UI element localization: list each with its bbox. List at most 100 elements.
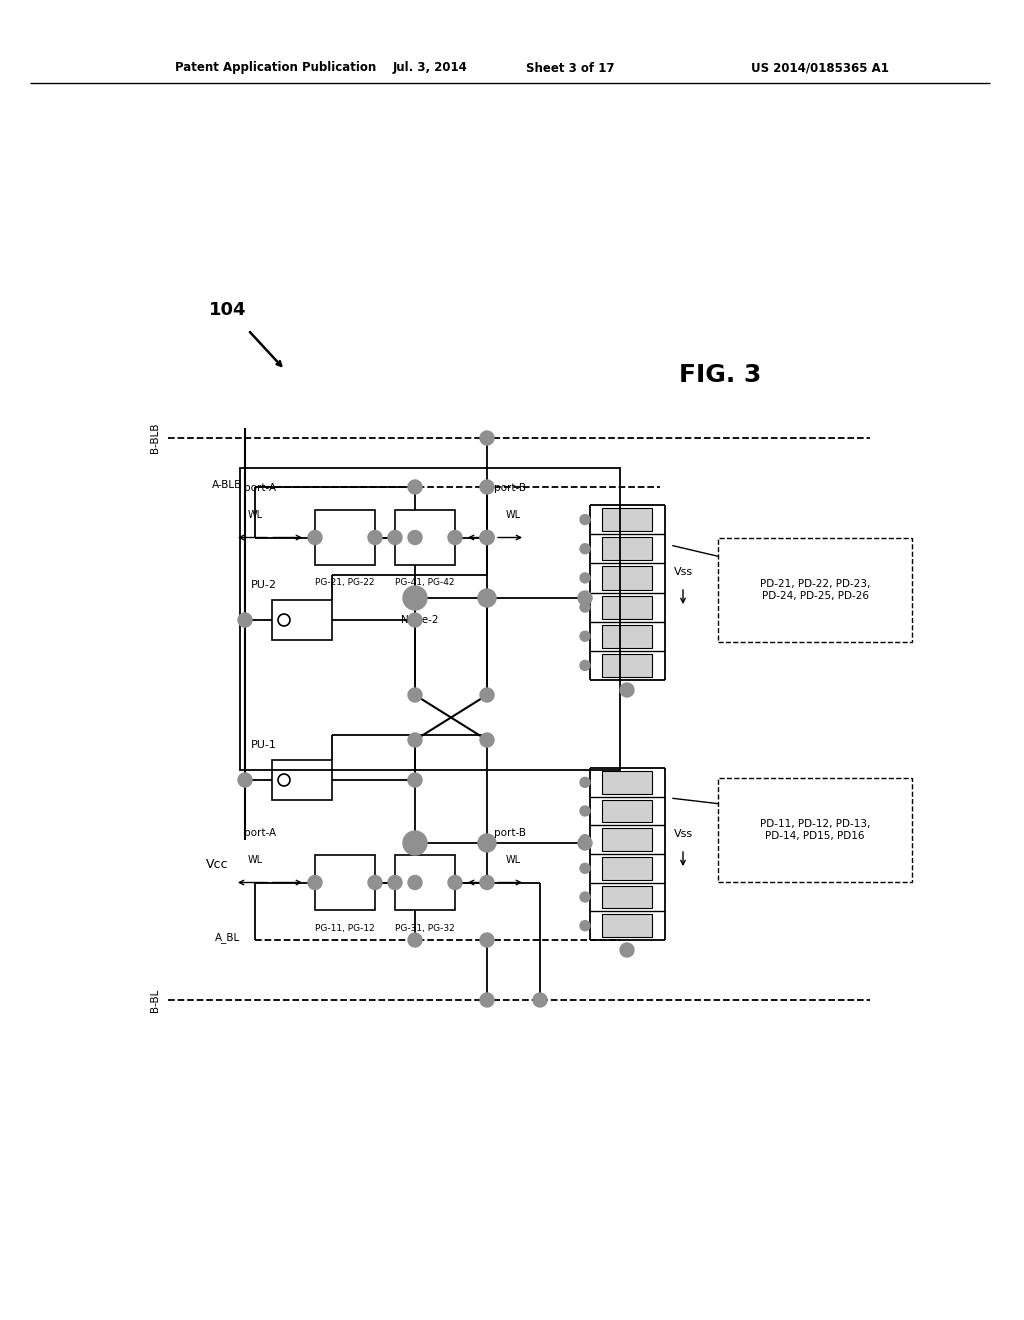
Circle shape [480, 531, 494, 544]
Text: WL: WL [248, 510, 262, 520]
Text: Node-1: Node-1 [401, 861, 438, 870]
Bar [395, 855, 455, 909]
Circle shape [308, 531, 322, 544]
Text: Patent Application Publication: Patent Application Publication [175, 62, 376, 74]
Circle shape [580, 573, 590, 583]
Circle shape [480, 688, 494, 702]
Text: PD-11, PD-12, PD-13,
PD-14, PD15, PD16: PD-11, PD-12, PD-13, PD-14, PD15, PD16 [760, 820, 870, 841]
Bar [315, 855, 375, 909]
Text: A-BLB: A-BLB [212, 480, 242, 490]
Circle shape [620, 682, 634, 697]
Circle shape [480, 480, 494, 494]
Bar [602, 771, 652, 793]
Bar [602, 915, 652, 937]
Bar [602, 653, 652, 677]
Text: PD-21, PD-22, PD-23,
PD-24, PD-25, PD-26: PD-21, PD-22, PD-23, PD-24, PD-25, PD-26 [760, 579, 870, 601]
Text: US 2014/0185365 A1: US 2014/0185365 A1 [751, 62, 889, 74]
Bar [272, 760, 332, 800]
Text: PD-21, PD-22, PD-23,
PD-24, PD-25, PD-26: PD-21, PD-22, PD-23, PD-24, PD-25, PD-26 [760, 579, 870, 601]
Text: PD-11, PD-12, PD-13,
PD-14, PD15, PD16: PD-11, PD-12, PD-13, PD-14, PD15, PD16 [760, 820, 870, 841]
Circle shape [580, 544, 590, 554]
Text: PG-31, PG-32: PG-31, PG-32 [395, 924, 455, 932]
Circle shape [580, 807, 590, 816]
Circle shape [534, 993, 547, 1007]
Circle shape [480, 432, 494, 445]
Text: port-B: port-B [494, 828, 526, 838]
Bar [602, 800, 652, 822]
Text: Vss: Vss [674, 568, 692, 577]
Circle shape [408, 612, 422, 627]
Circle shape [308, 875, 322, 890]
Text: Sheet 3 of 17: Sheet 3 of 17 [525, 62, 614, 74]
Bar [272, 601, 332, 640]
Text: 104: 104 [209, 301, 247, 319]
Circle shape [403, 832, 427, 855]
Circle shape [478, 834, 496, 851]
Bar [315, 510, 375, 565]
Circle shape [578, 836, 592, 850]
Circle shape [580, 777, 590, 787]
Text: Node-2: Node-2 [401, 615, 438, 624]
Circle shape [238, 774, 252, 787]
Text: PG-11, PG-12: PG-11, PG-12 [315, 924, 375, 932]
Bar [240, 469, 620, 770]
Circle shape [449, 875, 462, 890]
Bar [602, 857, 652, 879]
Circle shape [580, 863, 590, 874]
Text: WL: WL [506, 510, 520, 520]
Circle shape [368, 875, 382, 890]
Circle shape [408, 531, 422, 544]
Text: PU-1: PU-1 [251, 741, 276, 750]
Circle shape [408, 933, 422, 946]
Bar [602, 624, 652, 648]
Text: Vcc: Vcc [206, 858, 228, 871]
Circle shape [478, 589, 496, 607]
Circle shape [388, 531, 402, 544]
Circle shape [480, 993, 494, 1007]
Text: port-B: port-B [494, 483, 526, 492]
Circle shape [578, 591, 592, 605]
Circle shape [480, 531, 494, 544]
Circle shape [580, 892, 590, 902]
Text: B-BLB: B-BLB [150, 422, 160, 453]
Circle shape [408, 688, 422, 702]
Circle shape [580, 631, 590, 642]
Circle shape [238, 612, 252, 627]
Text: PU-2: PU-2 [251, 579, 278, 590]
Circle shape [480, 875, 494, 890]
Text: PG-21, PG-22: PG-21, PG-22 [315, 578, 375, 587]
Bar [395, 510, 455, 565]
Text: FIG. 3: FIG. 3 [679, 363, 761, 387]
Circle shape [368, 531, 382, 544]
Text: Jul. 3, 2014: Jul. 3, 2014 [392, 62, 467, 74]
Circle shape [620, 942, 634, 957]
Bar [602, 829, 652, 851]
Bar [602, 566, 652, 590]
Circle shape [580, 660, 590, 671]
Circle shape [449, 531, 462, 544]
Circle shape [580, 920, 590, 931]
Circle shape [408, 875, 422, 890]
Circle shape [408, 733, 422, 747]
Circle shape [388, 875, 402, 890]
Text: port-A: port-A [244, 483, 276, 492]
Circle shape [408, 480, 422, 494]
Bar [602, 537, 652, 560]
Bar [602, 595, 652, 619]
Text: WL: WL [506, 855, 520, 865]
Circle shape [403, 586, 427, 610]
Bar [602, 508, 652, 531]
Text: A_BL: A_BL [215, 932, 240, 944]
Circle shape [480, 933, 494, 946]
Bar [602, 886, 652, 908]
Text: port-A: port-A [244, 828, 276, 838]
Text: B-BL: B-BL [150, 989, 160, 1011]
Text: WL: WL [248, 855, 262, 865]
Circle shape [580, 834, 590, 845]
Text: PG-41, PG-42: PG-41, PG-42 [395, 578, 455, 587]
Circle shape [580, 602, 590, 612]
Circle shape [580, 515, 590, 524]
Text: Vss: Vss [674, 829, 692, 840]
Circle shape [480, 733, 494, 747]
Circle shape [408, 774, 422, 787]
